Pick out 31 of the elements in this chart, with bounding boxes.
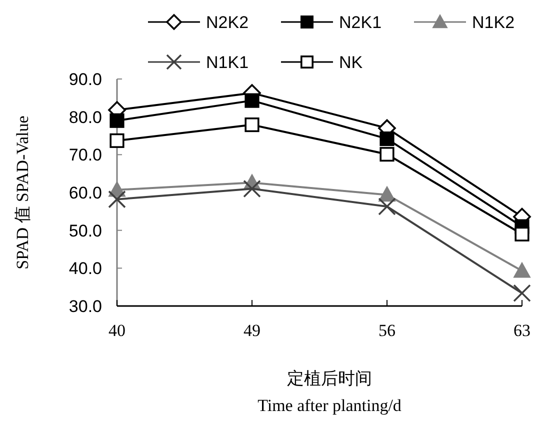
y-tick-label: 70.0 bbox=[68, 146, 102, 165]
point bbox=[380, 131, 394, 146]
y-tick-label: 80.0 bbox=[68, 108, 102, 127]
point bbox=[244, 93, 260, 108]
y-tick-label: 90.0 bbox=[68, 70, 102, 89]
x-tick-label: 40 bbox=[108, 321, 126, 340]
point bbox=[110, 113, 124, 128]
legend-label: N1K1 bbox=[206, 53, 249, 72]
point bbox=[244, 117, 260, 132]
point bbox=[110, 133, 124, 148]
legend-label: N2K2 bbox=[206, 13, 249, 32]
point bbox=[378, 186, 396, 202]
point bbox=[108, 190, 126, 208]
legend-label: N2K1 bbox=[339, 13, 382, 32]
y-axis-title: SPAD 值 SPAD-Value bbox=[13, 116, 32, 270]
y-tick-label: 40.0 bbox=[68, 259, 102, 278]
point bbox=[514, 262, 530, 278]
x-tick-label: 63 bbox=[514, 321, 530, 340]
point bbox=[514, 226, 530, 242]
point bbox=[380, 146, 394, 162]
point bbox=[378, 198, 396, 216]
x-axis-title: 定植后时间 Time after planting/d bbox=[258, 369, 402, 415]
y-tick-label: 60.0 bbox=[68, 184, 102, 202]
x-tick-label: 56 bbox=[378, 321, 396, 340]
x-tick-label: 49 bbox=[244, 321, 260, 340]
point bbox=[243, 180, 261, 198]
legend-label: N1K2 bbox=[472, 13, 515, 32]
point bbox=[513, 284, 531, 302]
y-tick-label: 30.0 bbox=[68, 297, 102, 316]
y-tick-label: 50.0 bbox=[68, 221, 102, 240]
legend-label: NK bbox=[339, 53, 364, 72]
